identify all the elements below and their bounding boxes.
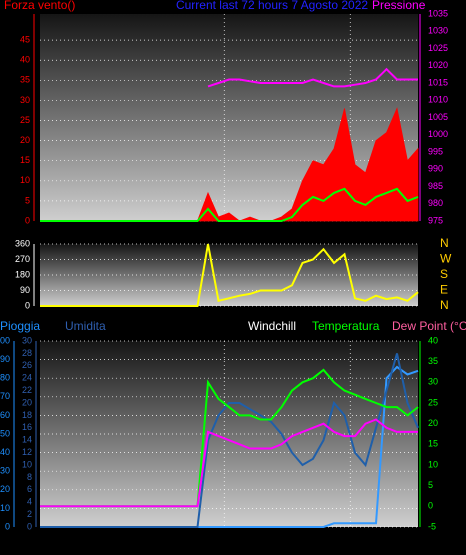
line xyxy=(40,418,418,508)
y-tick-label: 180 xyxy=(15,269,30,279)
y2-tick-label: 8 xyxy=(27,472,32,482)
y2-tick-label: 995 xyxy=(428,146,443,156)
y-tick-label: 60 xyxy=(0,410,10,420)
y2-tick-label: 1025 xyxy=(428,43,448,53)
x-tick-label: Day 6 xyxy=(224,229,246,238)
y3-tick-label: 40 xyxy=(428,335,438,345)
line xyxy=(40,243,419,307)
y2-tick-label: 0 xyxy=(27,521,32,531)
y3-tick-label: 10 xyxy=(428,459,438,469)
compass-label: E xyxy=(440,283,448,297)
y2-tick-label: 2 xyxy=(27,509,32,519)
y-tick-label: 30 xyxy=(20,95,30,105)
compass-label: N xyxy=(440,298,449,312)
y2-tick-label: 1020 xyxy=(428,60,448,70)
y2-tick-label: 20 xyxy=(22,397,32,407)
y-tick-label: 0 xyxy=(25,300,30,310)
y3-tick-label: 30 xyxy=(428,377,438,387)
y3-tick-label: 25 xyxy=(428,397,438,407)
y2-tick-label: 1015 xyxy=(428,77,448,87)
y-tick-label: 35 xyxy=(20,75,30,85)
y-tick-label: 90 xyxy=(20,285,30,295)
temperature-label: Temperatura xyxy=(312,319,380,333)
wind-label: Forza vento() xyxy=(4,0,75,12)
y2-tick-label: 1010 xyxy=(428,95,448,105)
y3-tick-label: 5 xyxy=(428,480,433,490)
y2-tick-label: 1000 xyxy=(428,129,448,139)
line xyxy=(207,67,418,88)
y-tick-label: 5 xyxy=(25,195,30,205)
y3-tick-label: 0 xyxy=(428,501,433,511)
y2-tick-label: 28 xyxy=(22,348,32,358)
y-tick-label: 10 xyxy=(0,503,10,513)
compass-label: W xyxy=(440,252,452,266)
y2-tick-label: 10 xyxy=(22,459,32,469)
y3-tick-label: 15 xyxy=(428,439,438,449)
dewpoint-label: Dew Point (°C) xyxy=(392,319,466,333)
x-tick-label: Day 6 xyxy=(224,535,246,544)
y-tick-label: 0 xyxy=(5,521,10,531)
compass-label: S xyxy=(440,267,448,281)
humidity-label: Umidita xyxy=(65,319,106,333)
y2-tick-label: 1005 xyxy=(428,112,448,122)
y-tick-label: 0 xyxy=(25,215,30,225)
y2-tick-label: 975 xyxy=(428,215,443,225)
y-tick-label: 360 xyxy=(15,238,30,248)
y-tick-label: 20 xyxy=(20,135,30,145)
y2-tick-label: 1035 xyxy=(428,8,448,18)
y-tick-label: 70 xyxy=(0,391,10,401)
plot-area xyxy=(40,341,418,527)
windchill-label: Windchill xyxy=(248,319,296,333)
pressure-label: Pressione xyxy=(372,0,426,12)
y2-tick-label: 14 xyxy=(22,435,32,445)
y-tick-label: 20 xyxy=(0,484,10,494)
y2-tick-label: 1030 xyxy=(428,26,448,36)
y2-tick-label: 18 xyxy=(22,410,32,420)
y-tick-label: 90 xyxy=(0,354,10,364)
y2-tick-label: 4 xyxy=(27,497,32,507)
y-tick-label: 100 xyxy=(0,335,10,345)
y2-tick-label: 12 xyxy=(22,447,32,457)
y-tick-label: 50 xyxy=(0,428,10,438)
y-tick-label: 25 xyxy=(20,115,30,125)
y-tick-label: 15 xyxy=(20,155,30,165)
y3-tick-label: -5 xyxy=(428,521,436,531)
y2-tick-label: 22 xyxy=(22,385,32,395)
y2-tick-label: 24 xyxy=(22,373,32,383)
y-tick-label: 40 xyxy=(20,55,30,65)
x-tick-label: Day 7 xyxy=(350,229,372,238)
y2-tick-label: 16 xyxy=(22,422,32,432)
y-tick-label: 45 xyxy=(20,35,30,45)
y2-tick-label: 980 xyxy=(428,198,443,208)
y-tick-label: 270 xyxy=(15,254,30,264)
y2-tick-label: 30 xyxy=(22,335,32,345)
compass-label: N xyxy=(440,236,449,250)
line xyxy=(40,353,419,528)
rain-label: Pioggia xyxy=(0,319,40,333)
x-tick-label: Day 7 xyxy=(350,535,372,544)
y-tick-label: 40 xyxy=(0,447,10,457)
y3-tick-label: 35 xyxy=(428,356,438,366)
y3-tick-label: 20 xyxy=(428,418,438,428)
y-tick-label: 30 xyxy=(0,466,10,476)
line xyxy=(40,187,419,222)
y2-tick-label: 985 xyxy=(428,181,443,191)
y-tick-label: 10 xyxy=(20,175,30,185)
y2-tick-label: 26 xyxy=(22,360,32,370)
y-tick-label: 80 xyxy=(0,373,10,383)
chart-title: Current last 72 hours 7 Agosto 2022 xyxy=(176,0,368,12)
y2-tick-label: 6 xyxy=(27,484,32,494)
y2-tick-label: 990 xyxy=(428,164,443,174)
